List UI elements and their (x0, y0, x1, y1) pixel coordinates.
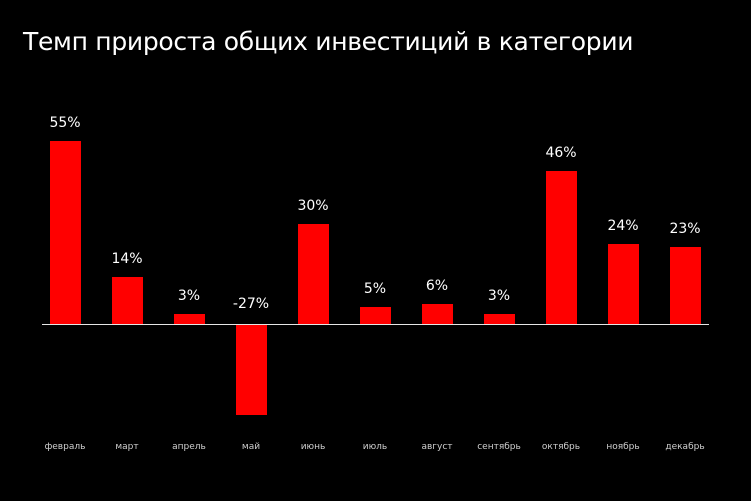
x-axis-label: октябрь (541, 442, 581, 452)
bar (421, 304, 453, 324)
x-axis-label: июнь (300, 442, 326, 452)
bar (669, 247, 701, 324)
x-axis-label: август (421, 442, 453, 452)
bar (483, 314, 515, 324)
x-axis-label: июль (362, 442, 388, 452)
value-label: 55% (49, 114, 81, 131)
x-axis-label: май (241, 442, 261, 452)
bar (235, 325, 267, 415)
x-axis-label: февраль (44, 442, 86, 452)
value-label: 3% (177, 288, 201, 304)
value-label: 5% (363, 281, 387, 298)
value-label: 23% (669, 221, 701, 238)
bar (359, 307, 391, 324)
bar (111, 277, 143, 324)
zero-axis-line (42, 324, 709, 325)
x-axis-label: ноябрь (606, 442, 640, 452)
value-label: 6% (425, 278, 449, 295)
bar (297, 224, 329, 324)
value-label: 30% (297, 198, 329, 215)
x-axis-label: март (115, 442, 139, 452)
bar (49, 140, 81, 324)
x-axis-label: сентябрь (477, 442, 521, 452)
value-label: 46% (545, 144, 577, 161)
bar (607, 244, 639, 324)
chart-title: Темп прироста общих инвестиций в категор… (23, 27, 634, 56)
x-axis-label: апрель (172, 442, 206, 452)
bar (173, 314, 205, 324)
bar (545, 170, 577, 324)
value-label: 14% (111, 251, 143, 268)
x-axis-label: декабрь (665, 442, 705, 452)
value-label: -27% (232, 296, 270, 312)
value-label: 24% (607, 218, 639, 235)
value-label: 3% (487, 288, 511, 304)
